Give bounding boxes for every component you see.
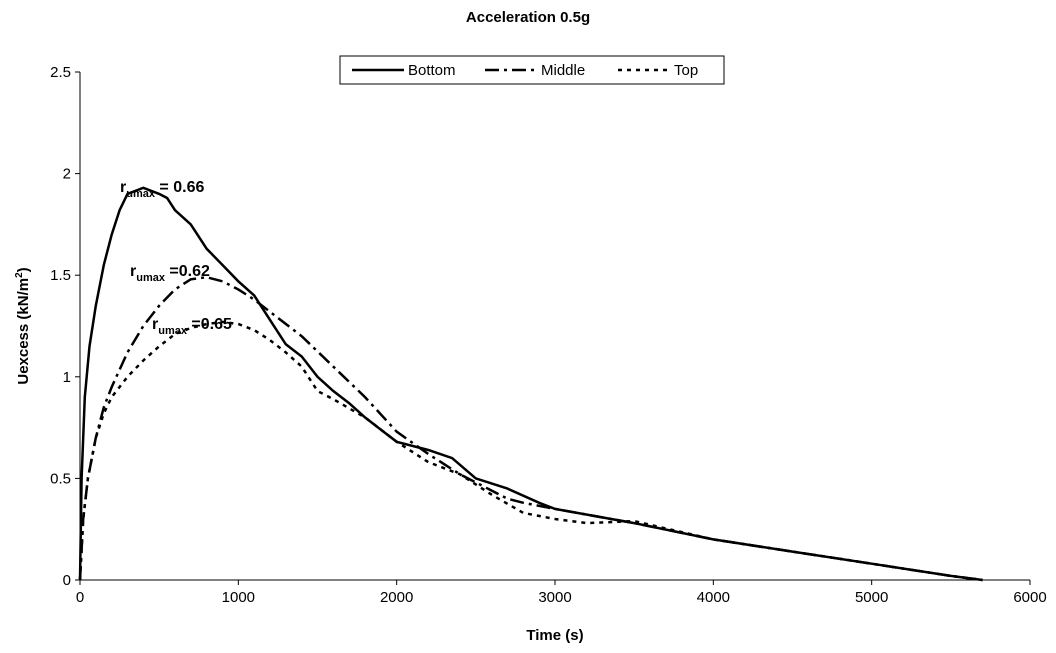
annotation-rest: =0.62 — [165, 263, 210, 280]
annotation: rumax =0.65 — [152, 316, 232, 337]
legend-label: Bottom — [408, 62, 456, 79]
annotation-sub: umax — [158, 325, 188, 337]
annotation-text: r — [130, 263, 136, 280]
x-axis-label: Time (s) — [526, 627, 583, 644]
series-line — [78, 320, 983, 582]
annotation: rumax =0.62 — [130, 263, 210, 284]
y-tick-label: 2 — [63, 166, 71, 183]
series-line — [78, 186, 983, 582]
annotation: rumax = 0.66 — [120, 179, 204, 200]
annotation-text: r — [120, 179, 126, 196]
legend-label: Middle — [541, 62, 585, 79]
x-tick-label: 1000 — [222, 589, 255, 606]
annotation-rest: = 0.66 — [155, 179, 204, 196]
chart-title: Acceleration 0.5g — [466, 9, 590, 26]
y-tick-label: 2.5 — [50, 64, 71, 81]
x-tick-label: 5000 — [855, 589, 888, 606]
annotation-sub: umax — [126, 188, 156, 200]
y-axis-label-text: Uexcess (kN/m — [15, 278, 32, 385]
y-tick-label: 1.5 — [50, 267, 71, 284]
y-tick-label: 0 — [63, 572, 71, 589]
x-tick-label: 2000 — [380, 589, 413, 606]
y-axis-label-end: ) — [15, 267, 32, 272]
annotation-sub: umax — [136, 272, 166, 284]
x-tick-label: 0 — [76, 589, 84, 606]
legend-label: Top — [674, 62, 698, 79]
x-tick-label: 3000 — [538, 589, 571, 606]
annotation-rest: =0.65 — [187, 316, 232, 333]
annotation-text: r — [152, 316, 158, 333]
y-tick-label: 1 — [63, 369, 71, 386]
y-tick-label: 0.5 — [50, 470, 71, 487]
x-tick-label: 4000 — [697, 589, 730, 606]
x-tick-label: 6000 — [1013, 589, 1046, 606]
y-axis-label: Uexcess (kN/m2) — [14, 267, 32, 384]
y-axis-label-sup: 2 — [14, 272, 25, 278]
